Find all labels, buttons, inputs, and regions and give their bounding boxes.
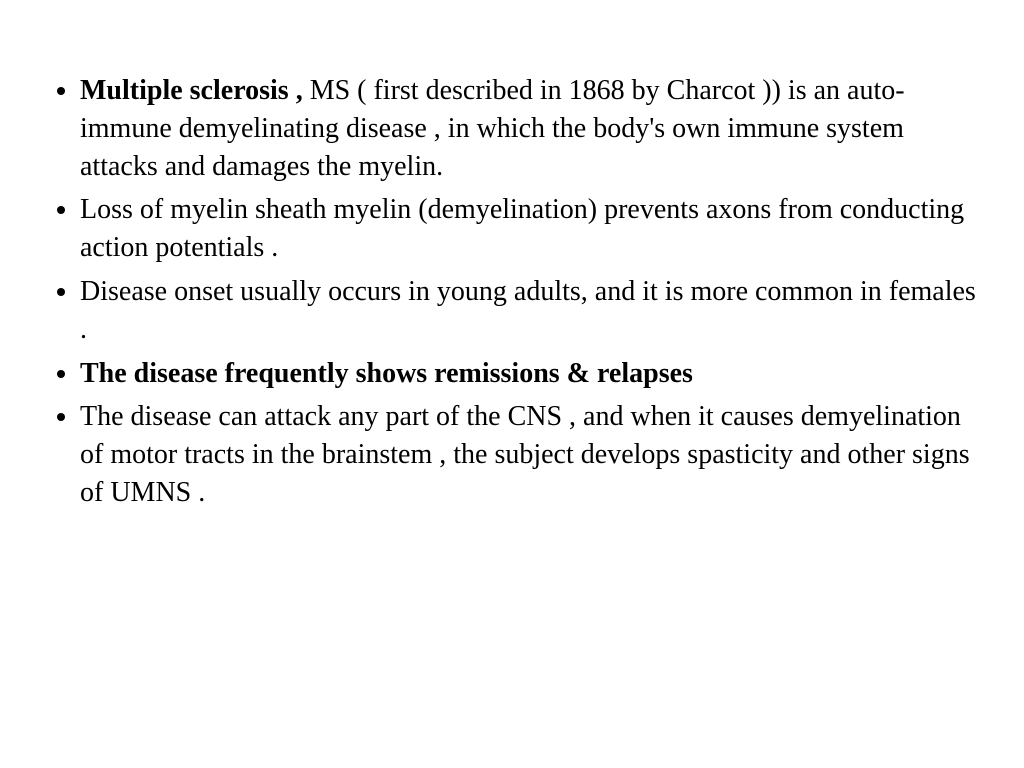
slide-container: Multiple sclerosis , MS ( first describe… <box>0 0 1024 768</box>
bullet-text: The disease can attack any part of the C… <box>80 401 970 508</box>
list-item: The disease frequently shows remissions … <box>80 355 984 393</box>
list-item: Loss of myelin sheath myelin (demyelinat… <box>80 191 984 267</box>
list-item: The disease can attack any part of the C… <box>80 398 984 511</box>
list-item: Multiple sclerosis , MS ( first describe… <box>80 72 984 185</box>
bullet-text: Loss of myelin sheath myelin (demyelinat… <box>80 194 964 263</box>
bullet-text: The disease frequently shows remissions … <box>80 358 693 389</box>
list-item: Disease onset usually occurs in young ad… <box>80 273 984 349</box>
bullet-bold-lead: Multiple sclerosis , <box>80 75 310 106</box>
bullet-list: Multiple sclerosis , MS ( first describe… <box>40 72 984 512</box>
bullet-text: Disease onset usually occurs in young ad… <box>80 276 976 345</box>
